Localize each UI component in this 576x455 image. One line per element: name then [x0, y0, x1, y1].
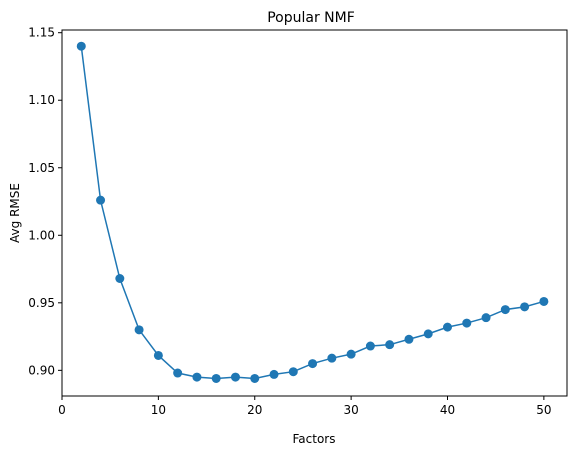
- data-point: [481, 313, 491, 323]
- data-point: [404, 334, 414, 344]
- plot-area-frame: [61, 29, 568, 397]
- x-tick-label: 40: [440, 403, 455, 417]
- y-tick-label: 1.10: [28, 93, 55, 107]
- data-point: [250, 373, 260, 383]
- data-point: [115, 274, 125, 284]
- data-point: [134, 325, 144, 335]
- data-point: [442, 322, 452, 332]
- x-axis: 0 10 20 30 40 50: [58, 396, 552, 417]
- x-tick-label: 20: [247, 403, 262, 417]
- y-axis-label: Avg RMSE: [8, 183, 22, 243]
- data-point: [462, 318, 472, 328]
- x-tick-label: 30: [343, 403, 358, 417]
- y-tick-label: 0.95: [28, 296, 55, 310]
- x-axis-label: Factors: [293, 432, 336, 446]
- x-tick-label: 10: [151, 403, 166, 417]
- data-point: [230, 372, 240, 382]
- data-point: [211, 373, 221, 383]
- data-point: [192, 372, 202, 382]
- x-tick-label: 0: [58, 403, 66, 417]
- data-point: [539, 296, 549, 306]
- chart-title: Popular NMF: [267, 10, 355, 26]
- data-point: [520, 302, 530, 312]
- y-axis: 0.90 0.95 1.00 1.05 1.10 1.15: [28, 26, 62, 377]
- data-point: [269, 369, 279, 379]
- x-tick-label: 50: [536, 403, 551, 417]
- data-point: [173, 368, 183, 378]
- data-point: [308, 359, 318, 369]
- data-point: [288, 367, 298, 377]
- y-tick-label: 1.05: [28, 161, 55, 175]
- data-point: [96, 195, 106, 205]
- data-point: [153, 350, 163, 360]
- y-tick-label: 0.90: [28, 363, 55, 377]
- data-point: [76, 41, 86, 51]
- data-point: [346, 349, 356, 359]
- data-point: [500, 305, 510, 315]
- data-point: [365, 341, 375, 351]
- data-point: [423, 329, 433, 339]
- data-point: [385, 340, 395, 350]
- y-tick-label: 1.00: [28, 228, 55, 242]
- data-point: [327, 353, 337, 363]
- series-points: [76, 41, 549, 383]
- y-tick-label: 1.15: [28, 26, 55, 40]
